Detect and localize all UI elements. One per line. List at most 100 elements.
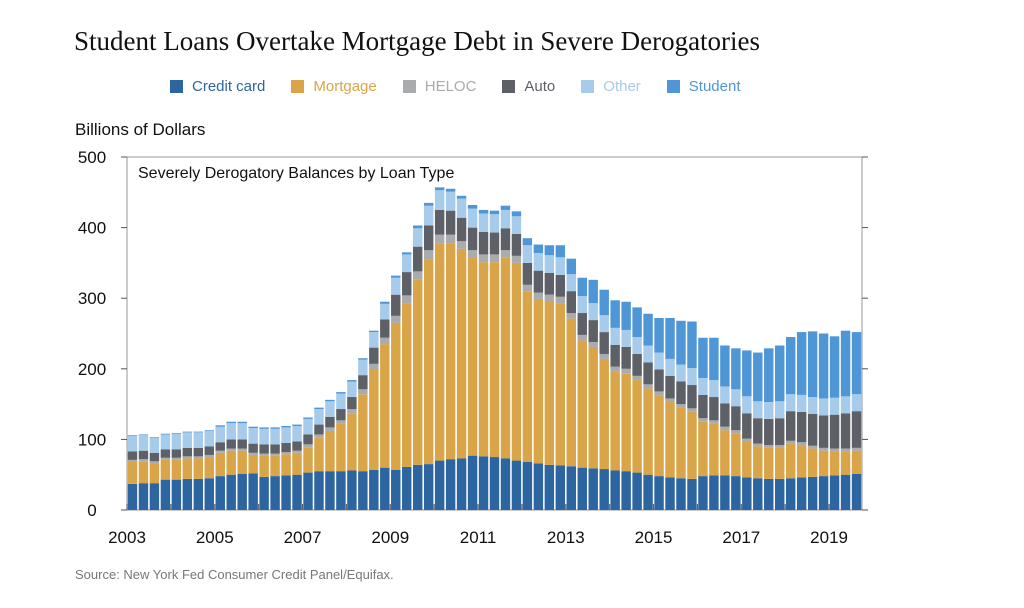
bar-segment-mortgage [325,430,335,472]
bar-segment-mortgage [292,452,302,475]
bar-segment-heloc [500,250,511,258]
bar-segment-other [533,253,544,271]
bar-segment-heloc [818,447,829,451]
bar-segment-heloc [259,453,269,456]
bar-segment-mortgage [566,318,576,467]
bar-segment-auto [402,272,412,296]
bar-segment-mortgage [182,458,193,479]
bar-segment-heloc [764,445,774,448]
bar-segment-other [347,381,357,398]
bar-segment-auto [478,231,489,255]
bar-segment-student [248,426,258,429]
bar-segment-credit-card [380,467,390,510]
bar-segment-credit-card [764,478,774,510]
bar-segment-other [325,401,335,417]
bar-segment-student [654,317,664,353]
bar-segment-heloc [829,448,840,452]
bar-segment-auto [204,446,214,455]
bar-segment-student [522,238,533,246]
bar-segment-credit-card [720,475,730,510]
bar-segment-credit-card [489,457,500,510]
bar-segment-auto [303,434,313,445]
bar-segment-other [544,255,555,273]
bar-segment-mortgage [731,433,741,477]
bar-segment-heloc [577,334,587,341]
bar-segment-mortgage [445,243,456,460]
bar-segment-credit-card [193,478,204,510]
bar-segment-auto [698,394,708,419]
bar-segment-student [533,244,544,254]
legend-item-heloc: HELOC [402,78,477,95]
bar-segment-heloc [665,398,675,402]
bar-segment-other [456,198,467,218]
bar-segment-other [248,428,258,444]
bar-segment-other [303,418,313,435]
bar-segment-other [676,364,686,382]
legend-swatch [502,80,516,93]
bar-segment-heloc [149,461,160,464]
bar-segment-other [434,190,445,210]
bar-segment-student [632,307,642,338]
bar-segment-student [643,313,653,346]
bar-segment-mortgage [314,437,324,472]
bar-segment-credit-card [599,469,609,510]
bar-segment-other [785,394,796,412]
bar-segment-credit-card [698,476,708,510]
bar-segment-student [467,205,478,209]
bar-segment-student [742,350,752,397]
bar-segment-student [500,205,511,210]
bar-segment-mortgage [829,451,840,476]
legend-label: HELOC [424,78,477,95]
bar-segment-credit-card [643,474,653,510]
bar-segment-other [380,303,390,320]
bar-segment-mortgage [423,259,434,465]
bar-segment-auto [237,439,247,449]
bar-segment-credit-card [434,460,445,510]
legend-item-mortgage: Mortgage [291,78,377,95]
chart-legend: Credit card Mortgage HELOC Auto Other Student [170,78,767,95]
bar-segment-other [314,409,324,425]
bar-segment-auto [566,291,576,314]
bar-segment-credit-card [204,478,214,510]
bar-segment-heloc [720,426,730,431]
y-axis-label: Billions of Dollars [75,120,206,139]
bar-segment-credit-card [215,476,225,510]
bar-segment-student [445,188,456,192]
bar-segment-auto [434,209,445,235]
bar-segment-student [731,348,741,390]
bar-segment-credit-card [325,471,335,510]
bar-segment-other [698,377,708,395]
bar-segment-credit-card [588,468,598,510]
bar-segment-auto [709,397,719,421]
bar-segment-heloc [281,452,291,455]
bar-segment-student [577,277,587,297]
bar-segment-credit-card [533,463,544,510]
bar-segment-other [193,432,204,448]
bar-segment-credit-card [709,475,719,510]
bar-segment-other [226,423,236,440]
bar-segment-student [292,424,302,426]
bar-segment-credit-card [182,478,193,510]
source-note: Source: New York Fed Consumer Credit Pan… [75,567,394,582]
bar-segment-student [423,202,434,206]
bar-segment-other [292,425,302,442]
bar-segment-credit-card [369,469,379,510]
bar-segment-heloc [775,445,785,448]
bar-segment-credit-card [555,465,566,510]
y-tick-label: 100 [78,430,106,449]
bar-segment-mortgage [643,388,653,475]
bar-segment-student [369,330,379,333]
bar-segment-mortgage [259,455,269,477]
bar-segment-credit-card [544,464,555,510]
bar-segment-auto [511,233,522,256]
bar-segment-heloc [215,450,225,453]
bar-segment-mortgage [533,298,544,464]
bar-segment-other [709,380,719,398]
bar-segment-heloc [753,443,763,447]
bar-segment-credit-card [303,472,313,510]
bar-segment-auto [336,409,346,421]
bar-segment-other [259,428,269,445]
bar-segment-student [489,210,500,215]
bar-segment-heloc [555,296,566,304]
bar-segment-other [775,401,785,419]
